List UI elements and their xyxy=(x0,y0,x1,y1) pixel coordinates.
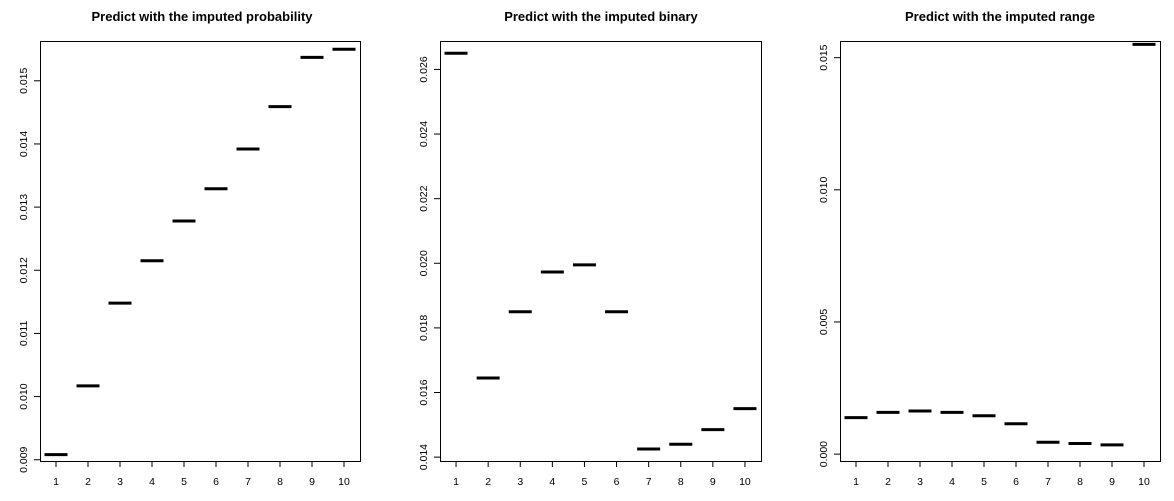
x-tick-label: 4 xyxy=(949,476,955,488)
x-tick-label: 6 xyxy=(1013,476,1019,488)
x-tick-label: 8 xyxy=(1077,476,1083,488)
y-tick-label: 0.012 xyxy=(18,257,30,283)
x-tick-label: 3 xyxy=(117,476,123,488)
y-tick-label: 0.022 xyxy=(418,185,430,211)
y-tick-label: 0.009 xyxy=(18,446,30,472)
y-tick-label: 0.016 xyxy=(418,379,430,405)
y-tick-label: 0.018 xyxy=(418,315,430,341)
x-tick-label: 9 xyxy=(309,476,315,488)
y-tick-label: 0.000 xyxy=(818,441,830,467)
x-tick-label: 5 xyxy=(181,476,187,488)
x-tick-label: 1 xyxy=(853,476,859,488)
x-tick-label: 10 xyxy=(1138,476,1150,488)
x-tick-label: 1 xyxy=(53,476,59,488)
chart-title: Predict with the imputed binary xyxy=(504,9,698,24)
x-tick-label: 2 xyxy=(85,476,91,488)
x-tick-label: 2 xyxy=(885,476,891,488)
x-tick-label: 2 xyxy=(485,476,491,488)
y-tick-label: 0.026 xyxy=(418,56,430,82)
y-tick-label: 0.014 xyxy=(418,444,430,470)
x-tick-label: 7 xyxy=(1045,476,1051,488)
y-tick-label: 0.015 xyxy=(18,67,30,93)
x-tick-label: 3 xyxy=(517,476,523,488)
x-tick-label: 7 xyxy=(245,476,251,488)
x-tick-label: 9 xyxy=(1109,476,1115,488)
y-tick-label: 0.005 xyxy=(818,309,830,335)
y-tick-label: 0.024 xyxy=(418,121,430,147)
y-tick-label: 0.013 xyxy=(18,194,30,220)
y-tick-label: 0.010 xyxy=(818,177,830,203)
chart-title: Predict with the imputed probability xyxy=(91,9,313,24)
x-tick-label: 6 xyxy=(213,476,219,488)
chart-panel-2: Predict with the imputed binary 0.014 0.01… xyxy=(418,9,762,488)
y-tick-label: 0.010 xyxy=(18,383,30,409)
plot-frame xyxy=(840,41,1161,462)
chart-panel-3: Predict with the imputed range 0.000 0.005… xyxy=(818,9,1161,488)
y-tick-label: 0.015 xyxy=(818,44,830,70)
x-tick-label: 7 xyxy=(646,476,652,488)
plot-frame xyxy=(40,41,361,462)
x-tick-label: 10 xyxy=(739,476,751,488)
plot-frame xyxy=(440,41,762,462)
x-tick-label: 5 xyxy=(981,476,987,488)
x-tick-label: 5 xyxy=(582,476,588,488)
x-tick-label: 4 xyxy=(549,476,555,488)
x-tick-label: 6 xyxy=(614,476,620,488)
y-tick-label: 0.011 xyxy=(18,321,30,347)
chart-title: Predict with the imputed range xyxy=(905,9,1095,24)
x-tick-label: 3 xyxy=(917,476,923,488)
x-tick-label: 9 xyxy=(710,476,716,488)
x-tick-label: 8 xyxy=(678,476,684,488)
chart-panel-1: Predict with the imputed probability 0.00… xyxy=(18,9,361,488)
y-tick-label: 0.020 xyxy=(418,250,430,276)
x-tick-label: 1 xyxy=(453,476,459,488)
x-tick-label: 4 xyxy=(149,476,155,488)
x-tick-label: 10 xyxy=(338,476,350,488)
y-tick-label: 0.014 xyxy=(18,131,30,157)
x-tick-label: 8 xyxy=(277,476,283,488)
